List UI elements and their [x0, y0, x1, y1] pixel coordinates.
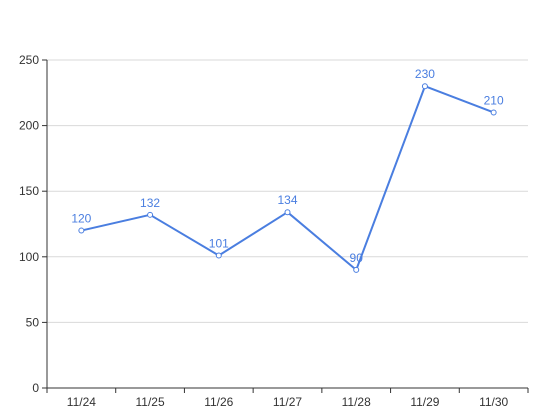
- data-label: 134: [277, 193, 297, 207]
- y-tick-label: 100: [19, 250, 39, 264]
- data-label: 90: [350, 251, 364, 265]
- data-label: 101: [209, 236, 229, 250]
- x-tick-label: 11/30: [479, 395, 508, 409]
- labels-group: 0 50 100 150 200 250 11/24 11/25 11/26 11/27 11/28…: [19, 53, 509, 409]
- data-point[interactable]: [147, 211, 154, 218]
- data-point[interactable]: [78, 227, 85, 234]
- y-tick-label: 200: [19, 119, 39, 133]
- data-point[interactable]: [421, 83, 428, 90]
- x-tick-label: 11/26: [204, 395, 233, 409]
- data-point[interactable]: [215, 252, 222, 259]
- y-tick-label: 150: [19, 184, 39, 198]
- data-point[interactable]: [353, 266, 360, 273]
- data-label: 210: [484, 93, 504, 107]
- data-label: 120: [71, 212, 91, 226]
- data-point[interactable]: [490, 109, 497, 116]
- data-point[interactable]: [284, 209, 291, 216]
- y-tick-label: 50: [26, 315, 40, 329]
- axes: [42, 59, 529, 393]
- x-tick-label: 11/25: [136, 395, 165, 409]
- data-label: 230: [415, 67, 435, 81]
- y-tick-label: 250: [19, 53, 39, 67]
- grid-lines: [47, 59, 528, 323]
- y-tick-label: 0: [32, 381, 39, 395]
- data-label: 132: [140, 196, 160, 210]
- series-line: [81, 85, 494, 271]
- x-tick-label: 11/29: [410, 395, 439, 409]
- x-tick-label: 11/24: [67, 395, 96, 409]
- x-tick-label: 11/27: [273, 395, 302, 409]
- series-line-group: [78, 83, 497, 273]
- x-tick-label: 11/28: [342, 395, 371, 409]
